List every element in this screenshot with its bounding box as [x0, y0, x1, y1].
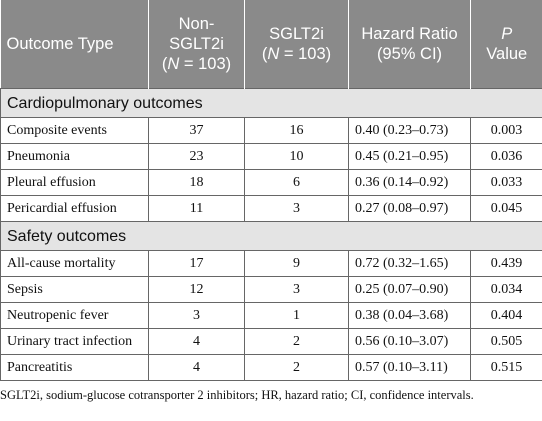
- data-row: Sepsis 12 3 0.25 (0.07–0.90) 0.034: [0, 276, 542, 303]
- value-cell: 0.56 (0.10–3.07): [348, 328, 471, 355]
- value-cell: 0.27 (0.08–0.97): [348, 195, 471, 222]
- value-cell: 0.57 (0.10–3.11): [348, 354, 471, 381]
- value-cell: 4: [148, 328, 245, 355]
- header-text: N: [167, 55, 180, 73]
- value-cell: 11: [148, 195, 245, 222]
- outcome-cell: Neutropenic fever: [0, 302, 149, 329]
- value-cell: 0.72 (0.32–1.65): [348, 250, 471, 277]
- value-cell: 0.36 (0.14–0.92): [348, 169, 471, 196]
- value-cell: 4: [148, 354, 245, 381]
- data-row: All-cause mortality 17 9 0.72 (0.32–1.65) 0.…: [0, 250, 542, 277]
- table-header: Outcome Type Non-SGLT2i (N = 103) SGLT2i (N …: [0, 0, 542, 89]
- data-row: Urinary tract infection 4 2 0.56 (0.10–3.07…: [0, 328, 542, 355]
- data-row: Pericardial effusion 11 3 0.27 (0.08–0.97) 0…: [0, 195, 542, 222]
- header-cell: Outcome Type: [0, 0, 149, 89]
- value-cell: 0.45 (0.21–0.95): [348, 143, 471, 170]
- header-text: (95% CI): [376, 45, 443, 63]
- results-table: Outcome Type Non-SGLT2i (N = 103) SGLT2i (N …: [0, 0, 542, 381]
- value-cell: 0.045: [470, 195, 542, 222]
- value-cell: 0.25 (0.07–0.90): [348, 276, 471, 303]
- value-cell: 2: [244, 328, 349, 355]
- value-cell: 16: [244, 117, 349, 144]
- data-row: Neutropenic fever 3 1 0.38 (0.04–3.68) 0.404: [0, 302, 542, 329]
- value-cell: 0.515: [470, 354, 542, 381]
- outcome-cell: Sepsis: [0, 276, 149, 303]
- value-cell: 9: [244, 250, 349, 277]
- value-cell: 0.40 (0.23–0.73): [348, 117, 471, 144]
- section-row: Safety outcomes: [0, 221, 542, 251]
- footnote: SGLT2i, sodium-glucose cotransporter 2 i…: [0, 388, 474, 402]
- value-cell: 0.033: [470, 169, 542, 196]
- header-text: (: [261, 45, 268, 63]
- header-text: = 103): [279, 45, 332, 63]
- outcome-cell: Composite events: [0, 117, 149, 144]
- value-cell: 0.404: [470, 302, 542, 329]
- data-row: Pneumonia 23 10 0.45 (0.21–0.95) 0.036: [0, 143, 542, 170]
- section-title: Cardiopulmonary outcomes: [0, 88, 542, 118]
- value-cell: 0.439: [470, 250, 542, 277]
- value-cell: 0.38 (0.04–3.68): [348, 302, 471, 329]
- header-text: (: [161, 55, 168, 73]
- value-cell: 12: [148, 276, 245, 303]
- header-cell: Non-SGLT2i (N = 103): [148, 0, 245, 89]
- table-body: Cardiopulmonary outcomes Composite events…: [0, 88, 542, 381]
- header-text: = 103): [179, 55, 232, 73]
- header-cell: Hazard Ratio (95% CI): [348, 0, 471, 89]
- section-title: Safety outcomes: [0, 221, 542, 251]
- value-cell: 0.505: [470, 328, 542, 355]
- outcome-cell: Pneumonia: [0, 143, 149, 170]
- value-cell: 3: [244, 276, 349, 303]
- value-cell: 37: [148, 117, 245, 144]
- header-cell: SGLT2i (N = 103): [244, 0, 349, 89]
- value-cell: 10: [244, 143, 349, 170]
- header-text: N: [267, 45, 280, 63]
- header-text: Non-SGLT2i: [169, 15, 224, 53]
- outcome-cell: Urinary tract infection: [0, 328, 149, 355]
- outcome-cell: Pancreatitis: [0, 354, 149, 381]
- value-cell: 18: [148, 169, 245, 196]
- data-row: Composite events 37 16 0.40 (0.23–0.73) 0.00…: [0, 117, 542, 144]
- header-row: Outcome Type Non-SGLT2i (N = 103) SGLT2i (N …: [0, 0, 542, 89]
- value-cell: 0.034: [470, 276, 542, 303]
- value-cell: 0.003: [470, 117, 542, 144]
- outcome-cell: Pericardial effusion: [0, 195, 149, 222]
- header-text: P: [501, 25, 513, 43]
- value-cell: 6: [244, 169, 349, 196]
- header-cell: P Value: [470, 0, 542, 89]
- value-cell: 1: [244, 302, 349, 329]
- section-row: Cardiopulmonary outcomes: [0, 88, 542, 118]
- header-text: SGLT2i: [269, 25, 324, 43]
- value-cell: 17: [148, 250, 245, 277]
- value-cell: 3: [148, 302, 245, 329]
- value-cell: 0.036: [470, 143, 542, 170]
- data-row: Pancreatitis 4 2 0.57 (0.10–3.11) 0.515: [0, 354, 542, 381]
- outcome-cell: Pleural effusion: [0, 169, 149, 196]
- header-text: Hazard Ratio: [361, 25, 458, 43]
- value-cell: 23: [148, 143, 245, 170]
- data-row: Pleural effusion 18 6 0.36 (0.14–0.92) 0.033: [0, 169, 542, 196]
- header-text: Outcome Type: [6, 35, 114, 53]
- header-text: Value: [486, 45, 528, 63]
- value-cell: 3: [244, 195, 349, 222]
- outcome-cell: All-cause mortality: [0, 250, 149, 277]
- value-cell: 2: [244, 354, 349, 381]
